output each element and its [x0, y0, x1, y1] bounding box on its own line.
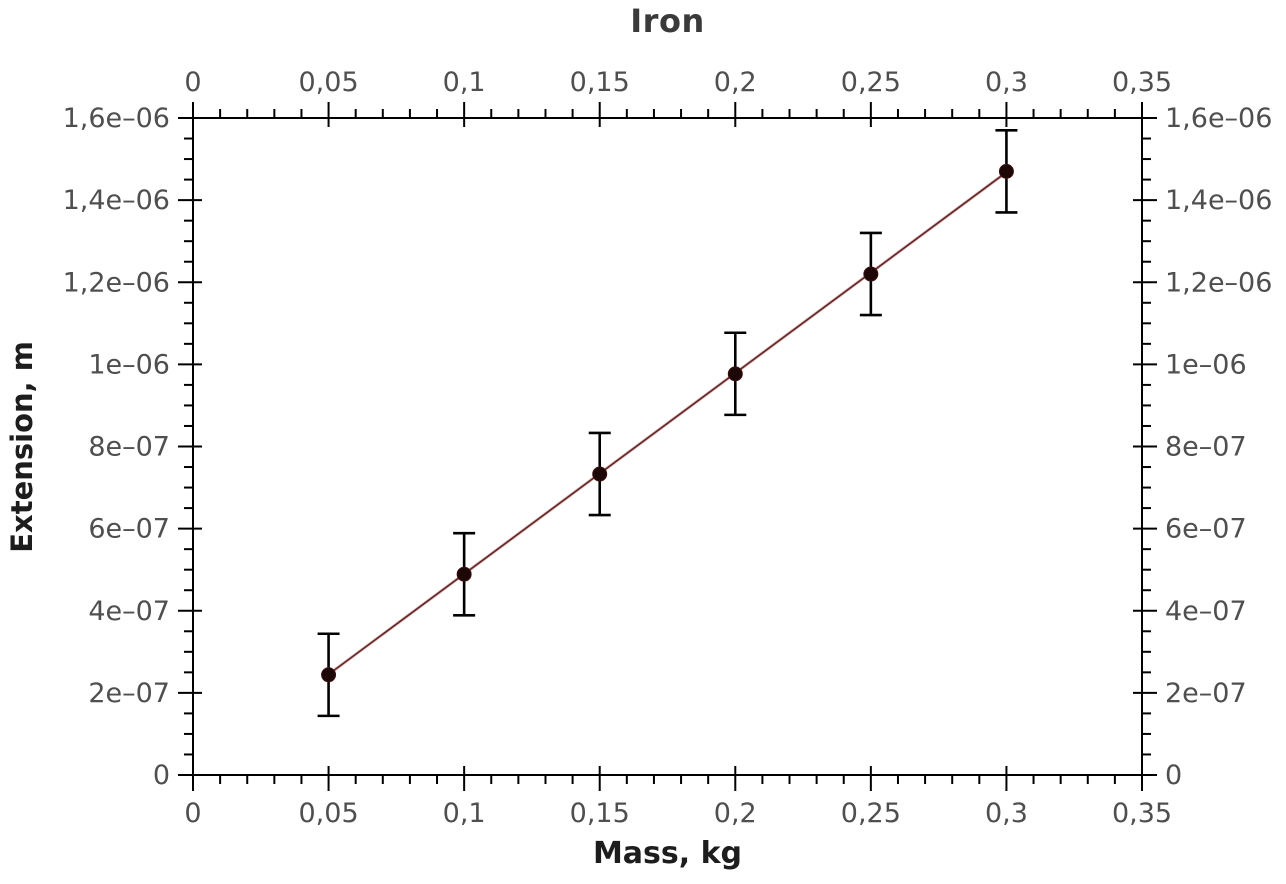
x-axis-tick-label: 0,25	[841, 798, 901, 829]
right-axis-tick-label: 1,2e–06	[1165, 267, 1272, 298]
top-axis-tick-label: 0,35	[1112, 67, 1172, 98]
top-axis-tick-label: 0,3	[985, 67, 1028, 98]
right-axis-tick-label: 1e–06	[1165, 349, 1247, 380]
top-axis-tick-label: 0,15	[570, 67, 630, 98]
top-axis-tick-label: 0,1	[443, 67, 486, 98]
y-axis-tick-label: 1,4e–06	[63, 185, 170, 216]
x-axis-tick-label: 0	[184, 798, 201, 829]
y-axis-tick-label: 0	[153, 760, 170, 791]
right-axis-tick-label: 8e–07	[1165, 432, 1247, 463]
y-axis-tick-label: 1,6e–06	[63, 103, 170, 134]
y-axis-tick-label: 1,2e–06	[63, 267, 170, 298]
fit-line	[328, 171, 1007, 676]
y-axis-tick-label: 8e–07	[88, 432, 170, 463]
top-axis-tick-label: 0,05	[299, 67, 359, 98]
y-axis-tick-label: 6e–07	[88, 514, 170, 545]
data-point	[727, 366, 743, 382]
top-axis-tick-label: 0,25	[841, 67, 901, 98]
data-point	[456, 566, 472, 582]
x-axis-tick-label: 0,15	[570, 798, 630, 829]
right-axis-tick-label: 6e–07	[1165, 514, 1247, 545]
y-axis-tick-label: 1e–06	[88, 349, 170, 380]
chart-title: Iron	[630, 2, 705, 40]
right-axis-tick-label: 0	[1165, 760, 1182, 791]
top-axis-tick-label: 0,2	[714, 67, 757, 98]
right-axis-tick-label: 4e–07	[1165, 596, 1247, 627]
top-axis-tick-label: 0	[184, 67, 201, 98]
x-axis-tick-label: 0,3	[985, 798, 1028, 829]
right-axis-tick-label: 2e–07	[1165, 678, 1247, 709]
x-axis-tick-label: 0,05	[299, 798, 359, 829]
data-point	[592, 466, 608, 482]
x-axis-tick-label: 0,1	[443, 798, 486, 829]
x-axis-title: Mass, kg	[592, 836, 743, 871]
data-point	[321, 667, 337, 683]
y-axis-tick-label: 4e–07	[88, 596, 170, 627]
right-axis-tick-label: 1,4e–06	[1165, 185, 1272, 216]
data-point	[998, 163, 1014, 179]
x-axis-tick-label: 0,35	[1112, 798, 1172, 829]
right-axis-tick-label: 1,6e–06	[1165, 103, 1272, 134]
x-axis-tick-label: 0,2	[714, 798, 757, 829]
y-axis-tick-label: 2e–07	[88, 678, 170, 709]
data-point	[863, 266, 879, 282]
